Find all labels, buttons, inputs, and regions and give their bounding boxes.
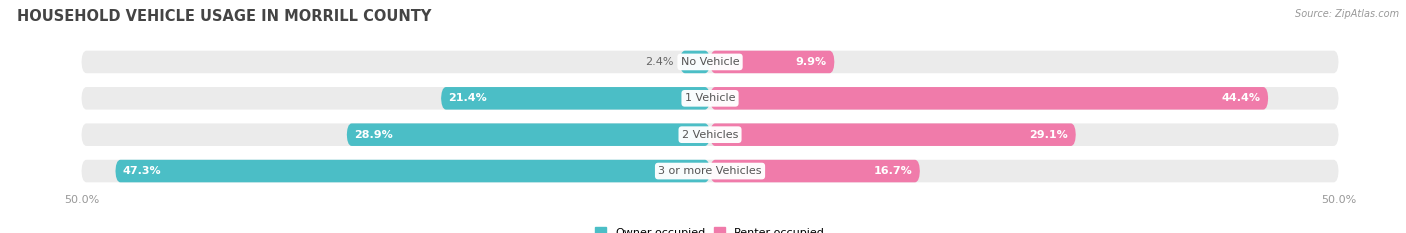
FancyBboxPatch shape [82,87,1339,110]
Text: No Vehicle: No Vehicle [681,57,740,67]
FancyBboxPatch shape [82,123,1339,146]
Text: 9.9%: 9.9% [796,57,827,67]
FancyBboxPatch shape [710,51,835,73]
Text: Source: ZipAtlas.com: Source: ZipAtlas.com [1295,9,1399,19]
Text: 2 Vehicles: 2 Vehicles [682,130,738,140]
Text: 28.9%: 28.9% [354,130,392,140]
FancyBboxPatch shape [82,160,1339,182]
Text: 3 or more Vehicles: 3 or more Vehicles [658,166,762,176]
Text: 44.4%: 44.4% [1222,93,1261,103]
Text: 16.7%: 16.7% [873,166,912,176]
Text: 2.4%: 2.4% [645,57,673,67]
Legend: Owner-occupied, Renter-occupied: Owner-occupied, Renter-occupied [595,227,825,233]
FancyBboxPatch shape [681,51,710,73]
FancyBboxPatch shape [347,123,710,146]
FancyBboxPatch shape [82,51,1339,73]
Text: 21.4%: 21.4% [449,93,488,103]
FancyBboxPatch shape [441,87,710,110]
FancyBboxPatch shape [710,87,1268,110]
Text: HOUSEHOLD VEHICLE USAGE IN MORRILL COUNTY: HOUSEHOLD VEHICLE USAGE IN MORRILL COUNT… [17,9,432,24]
Text: 47.3%: 47.3% [122,166,162,176]
FancyBboxPatch shape [710,160,920,182]
Text: 29.1%: 29.1% [1029,130,1069,140]
FancyBboxPatch shape [115,160,710,182]
FancyBboxPatch shape [710,123,1076,146]
Text: 1 Vehicle: 1 Vehicle [685,93,735,103]
